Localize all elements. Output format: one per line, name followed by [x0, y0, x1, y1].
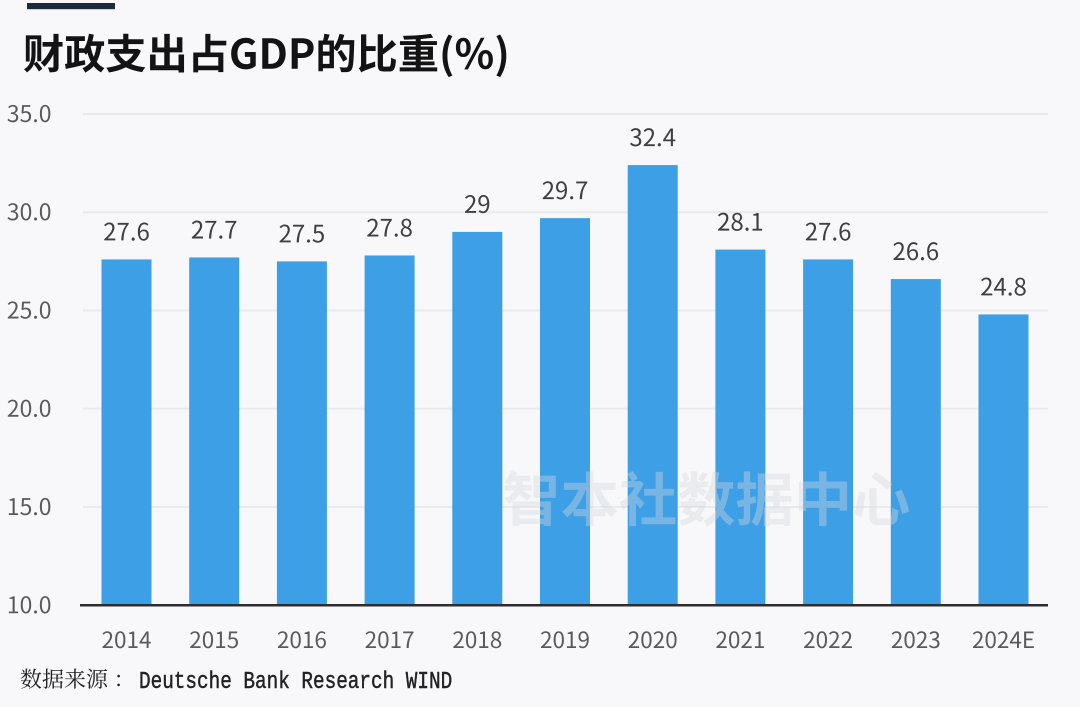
svg-text:Deutsche Bank Research WIND: Deutsche Bank Research WIND	[139, 668, 452, 696]
